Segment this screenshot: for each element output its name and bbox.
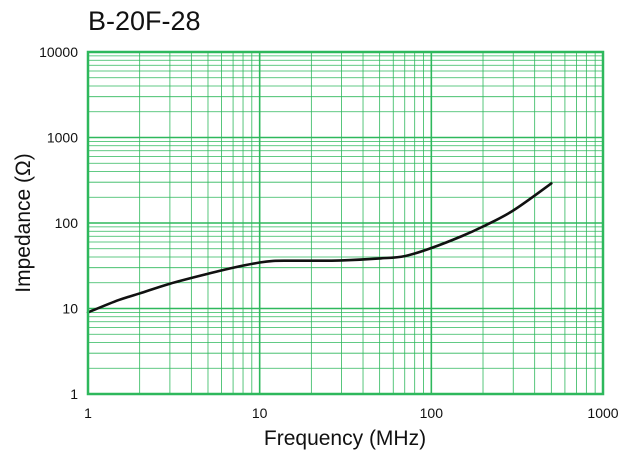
x-tick-label: 10 [252,405,268,421]
series-layer [86,182,553,314]
y-tick-label: 100 [55,215,79,231]
chart-title: B-20F-28 [88,6,201,36]
x-tick-labels: 1 10 100 1000 [84,405,619,421]
plot-frame [86,50,605,396]
x-tick-label: 1000 [587,405,618,421]
impedance-curve [86,182,553,314]
y-tick-label: 1000 [47,130,78,146]
x-axis-label: Frequency (MHz) [264,427,426,450]
x-tick-label: 100 [420,405,444,421]
y-tick-label: 10 [62,301,78,317]
y-tick-label: 10000 [39,44,78,60]
x-tick-label: 1 [84,405,92,421]
y-tick-label: 1 [70,386,78,402]
y-tick-labels: 1 10 100 1000 10000 [39,44,78,402]
y-axis-label: Impedance (Ω) [12,153,35,292]
